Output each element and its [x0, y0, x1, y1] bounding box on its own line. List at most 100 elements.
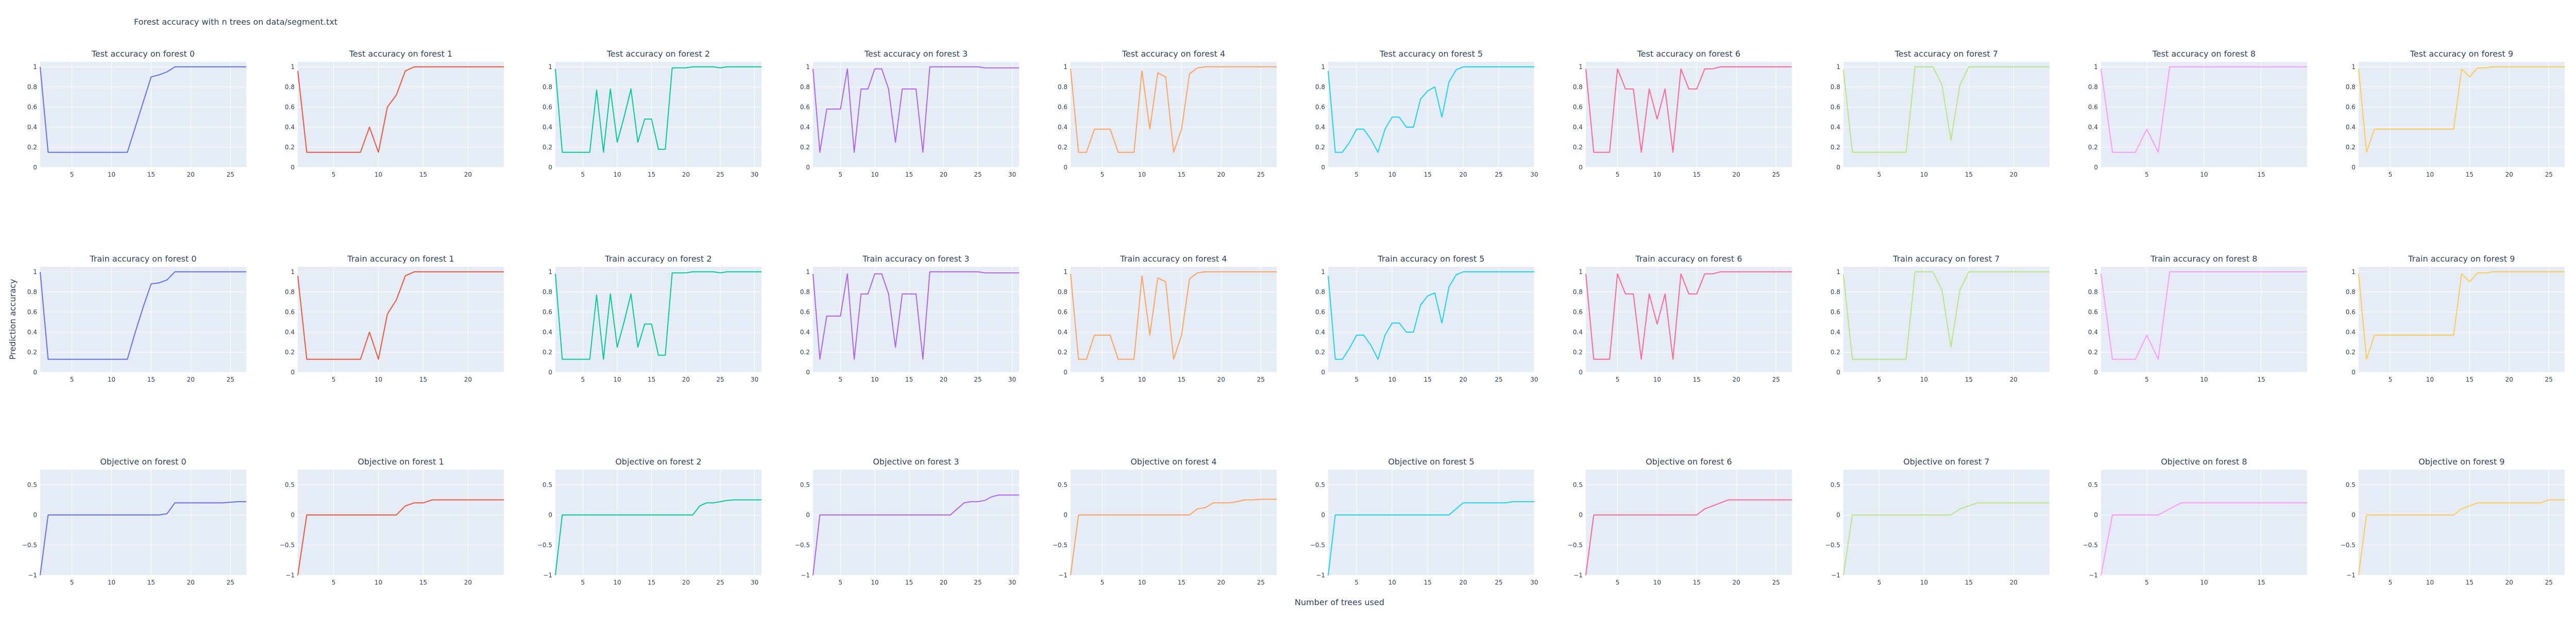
y-tick-label: 0.8 — [800, 288, 810, 296]
subplot-title: Test accuracy on forest 9 — [2410, 49, 2513, 59]
x-tick-label: 5 — [2145, 171, 2149, 178]
x-tick-label: 25 — [1257, 171, 1265, 178]
y-tick-label: 0.6 — [285, 308, 295, 316]
y-tick-label: 1 — [33, 63, 37, 71]
plot-area — [555, 470, 761, 575]
y-tick-label: 0.6 — [1058, 308, 1067, 316]
y-tick-label: 0.4 — [1831, 329, 1840, 336]
subplot-title: Test accuracy on forest 1 — [349, 49, 452, 59]
y-tick-label: 0.4 — [2088, 124, 2098, 131]
y-tick-label: 0 — [806, 164, 810, 171]
subplot-title: Train accuracy on forest 0 — [89, 254, 196, 264]
subplot-objective-8: 5 10 15 −1 −0.5 0 0.5 Objective on forest 8 — [2083, 457, 2307, 586]
y-tick-label: −0.5 — [795, 541, 810, 548]
subplot-title: Train accuracy on forest 5 — [1377, 254, 1484, 264]
y-tick-label: 0 — [1063, 511, 1067, 519]
series-line-forest-0 — [40, 271, 246, 360]
series-line-forest-5 — [1328, 501, 1534, 576]
x-tick-label: 10 — [1388, 171, 1396, 178]
y-tick-label: 0.2 — [543, 144, 552, 151]
y-tick-label: 1 — [1063, 268, 1067, 276]
x-tick-label: 10 — [2200, 171, 2208, 178]
x-tick-label: 10 — [1653, 579, 1661, 586]
series-line-forest-7 — [1843, 66, 2049, 153]
subplot-title: Test accuracy on forest 3 — [864, 49, 968, 59]
x-tick-label: 10 — [2426, 579, 2434, 586]
x-tick-label: 10 — [871, 171, 878, 178]
y-tick-label: 0.6 — [1315, 104, 1325, 111]
y-tick-label: 0 — [33, 369, 37, 376]
plot-area — [40, 62, 246, 167]
subplot-title: Objective on forest 4 — [1130, 457, 1216, 467]
x-tick-label: 5 — [1616, 579, 1620, 586]
series-line-forest-0 — [40, 66, 246, 153]
series-line-forest-4 — [1070, 271, 1277, 360]
subplot-title: Objective on forest 7 — [1903, 457, 1989, 467]
y-tick-label: 0.6 — [800, 104, 810, 111]
y-tick-label: 0 — [548, 369, 552, 376]
subplot-title: Objective on forest 2 — [615, 457, 701, 467]
subplot-train-0: 5 10 15 20 25 0 0.2 0.4 0.6 0.8 1 Train accuracy on… — [27, 254, 246, 383]
x-tick-label: 5 — [2145, 376, 2149, 383]
plot-area — [813, 470, 1019, 575]
x-tick-label: 15 — [2257, 376, 2265, 383]
subplot-train-8: 5 10 15 0 0.2 0.4 0.6 0.8 1 Train accuracy on for… — [2088, 254, 2307, 383]
y-tick-label: 0.5 — [800, 481, 810, 488]
series-line-forest-4 — [1070, 499, 1277, 576]
x-tick-label: 20 — [682, 171, 690, 178]
y-tick-label: 0 — [2351, 511, 2355, 519]
x-tick-label: 25 — [974, 376, 981, 383]
x-tick-label: 15 — [147, 376, 155, 383]
x-tick-label: 20 — [1217, 171, 1225, 178]
x-tick-label: 5 — [1354, 376, 1359, 383]
x-tick-label: 20 — [464, 376, 472, 383]
y-tick-label: −1 — [801, 572, 810, 579]
series-line-forest-5 — [1328, 271, 1534, 360]
plot-area — [1586, 470, 1792, 575]
y-tick-label: −1 — [2089, 572, 2098, 579]
subplot-train-9: 5 10 15 20 25 0 0.2 0.4 0.6 0.8 1 Train accuracy on… — [2346, 254, 2565, 383]
y-tick-label: 0 — [806, 511, 810, 519]
x-tick-label: 15 — [2257, 171, 2265, 178]
x-tick-label: 5 — [1354, 171, 1359, 178]
plot-area — [1328, 470, 1534, 575]
y-tick-label: 1 — [1321, 63, 1325, 71]
plot-area — [555, 267, 761, 372]
subplot-train-3: 5 10 15 20 25 30 0 0.2 0.4 0.6 0.8 1 Train accuracy … — [800, 254, 1019, 383]
x-tick-label: 25 — [2545, 579, 2553, 586]
x-tick-label: 25 — [227, 579, 234, 586]
x-tick-label: 5 — [70, 579, 74, 586]
x-tick-label: 15 — [147, 171, 155, 178]
subplot-title: Objective on forest 1 — [358, 457, 444, 467]
plot-area — [1328, 267, 1534, 372]
subplot-title: Train accuracy on forest 3 — [862, 254, 969, 264]
y-tick-label: 0.2 — [1573, 349, 1583, 356]
x-tick-label: 5 — [70, 171, 74, 178]
x-tick-label: 25 — [974, 171, 981, 178]
x-tick-label: 10 — [1920, 376, 1928, 383]
x-tick-label: 15 — [2466, 171, 2473, 178]
series-line-forest-8 — [2100, 66, 2307, 153]
subplot-test-3: 5 10 15 20 25 30 0 0.2 0.4 0.6 0.8 1 Test accuracy o… — [800, 49, 1019, 178]
x-tick-label: 5 — [1100, 376, 1105, 383]
y-tick-label: −1 — [1316, 572, 1325, 579]
x-tick-label: 30 — [1530, 376, 1538, 383]
series-line-forest-2 — [555, 499, 761, 576]
x-tick-label: 30 — [751, 376, 758, 383]
subplot-title: Objective on forest 6 — [1646, 457, 1732, 467]
x-tick-label: 5 — [1877, 171, 1882, 178]
x-tick-label: 5 — [839, 376, 843, 383]
y-tick-label: −1 — [543, 572, 552, 579]
y-tick-label: 0.5 — [2088, 481, 2098, 488]
y-tick-label: 1 — [806, 63, 810, 71]
y-tick-label: 0.2 — [800, 349, 810, 356]
x-tick-label: 10 — [375, 376, 382, 383]
y-tick-label: 0.6 — [1573, 308, 1583, 316]
y-tick-label: 0.5 — [1831, 481, 1840, 488]
y-tick-label: 0.8 — [2346, 288, 2355, 296]
y-tick-label: 0.2 — [1831, 349, 1840, 356]
subplot-title: Test accuracy on forest 7 — [1894, 49, 1998, 59]
y-tick-label: 0.8 — [1831, 288, 1840, 296]
x-tick-label: 20 — [940, 171, 947, 178]
y-tick-label: 0.8 — [1573, 83, 1583, 91]
